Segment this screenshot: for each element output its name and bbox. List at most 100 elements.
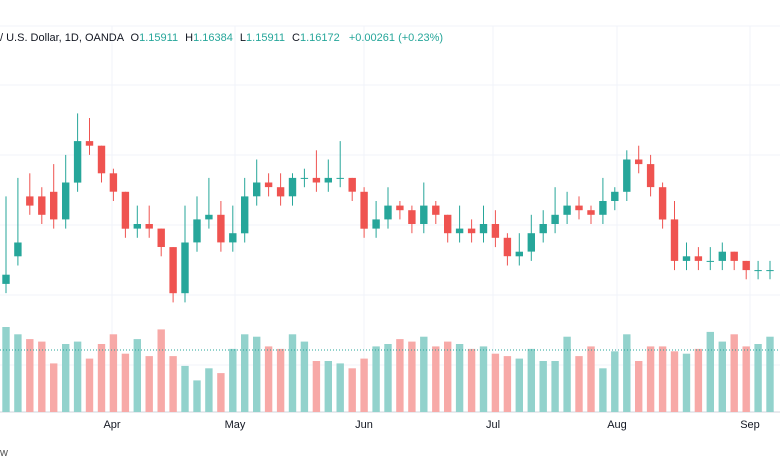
candle-body — [420, 205, 428, 224]
candle-body — [432, 205, 440, 215]
candle-body — [121, 191, 130, 229]
candle-body — [133, 224, 141, 229]
candle-body — [288, 177, 297, 197]
candle-body — [2, 274, 10, 284]
volume-bar — [241, 334, 249, 412]
candle-body — [515, 251, 523, 257]
volume-bar — [539, 361, 547, 412]
candle-body — [205, 214, 213, 220]
volume-bar — [515, 358, 523, 412]
volume-bar — [682, 353, 691, 412]
candle-body — [527, 233, 535, 252]
candle-body — [348, 177, 356, 192]
candle-body — [503, 237, 512, 257]
candle-body — [658, 187, 667, 220]
candle-body — [300, 177, 309, 179]
candle-body — [766, 270, 774, 272]
volume-bar — [658, 346, 667, 412]
candle-body — [360, 191, 368, 229]
volume-bar — [50, 363, 58, 412]
volume-bar — [312, 361, 321, 412]
candle-body — [491, 224, 500, 238]
candle-body — [694, 256, 703, 261]
candle-body — [611, 191, 619, 201]
volume-bar — [264, 346, 273, 412]
candle-body — [408, 210, 416, 224]
volume-bar — [97, 344, 106, 412]
x-tick-label: Jun — [355, 419, 373, 431]
volume-bar — [396, 339, 404, 412]
volume-bar — [229, 348, 237, 412]
volume-bar — [432, 346, 440, 412]
volume-bar — [730, 334, 738, 412]
volume-bar — [276, 348, 285, 412]
candle-body — [38, 196, 46, 215]
volume-bar — [646, 346, 655, 412]
volume-bar — [479, 346, 488, 412]
volume-bar — [14, 334, 22, 412]
x-tick-label: Jul — [486, 419, 500, 431]
candle-body — [324, 177, 332, 183]
volume-bar — [62, 344, 70, 412]
volume-bar — [300, 341, 309, 412]
volume-bar — [324, 361, 332, 412]
volume-bar — [169, 356, 177, 412]
volume-bar — [384, 344, 392, 412]
candle-body — [384, 205, 392, 220]
x-axis: Apr May Jun Jul Aug Sep — [103, 419, 759, 431]
candle-body — [276, 187, 285, 197]
candle-body — [181, 242, 189, 294]
volume-bar — [2, 327, 10, 412]
open-label: O — [130, 32, 140, 44]
candle-body — [563, 205, 571, 215]
low-value: 1.15911 — [246, 32, 285, 44]
candle-body — [145, 224, 153, 229]
volume-bar — [336, 363, 344, 412]
candle-body — [754, 270, 762, 272]
volume-bar — [599, 368, 607, 412]
open-value: 1.15911 — [139, 32, 179, 44]
x-tick-label: May — [225, 419, 246, 431]
candle-layer — [2, 113, 774, 303]
candle-body — [646, 164, 655, 188]
volume-bar — [205, 368, 213, 412]
volume-bar — [73, 341, 82, 412]
candle-body — [372, 219, 380, 229]
volume-bar — [635, 361, 643, 412]
candle-body — [635, 159, 643, 165]
candle-body — [444, 214, 452, 234]
candle-body — [599, 201, 607, 215]
candle-body — [396, 205, 404, 211]
volume-bar — [587, 346, 595, 412]
candle-body — [479, 224, 488, 234]
candle-body — [312, 177, 321, 183]
volume-bar — [575, 356, 583, 412]
candle-body — [169, 247, 177, 294]
high-label: H — [185, 32, 194, 44]
candle-body — [623, 159, 631, 192]
close-value: 1.16172 — [300, 32, 340, 44]
change-value: +0.00261 (+0.23%) — [348, 32, 444, 44]
candle-body — [241, 196, 249, 234]
volume-layer — [2, 327, 774, 412]
volume-bar — [348, 368, 356, 412]
volume-bar — [551, 361, 559, 412]
volume-bar — [133, 339, 141, 412]
candle-body — [73, 141, 82, 183]
volume-bar — [109, 334, 118, 412]
volume-bar — [26, 339, 34, 412]
candle-body — [730, 251, 738, 261]
close-label: C — [292, 32, 300, 44]
candle-body — [742, 260, 750, 271]
volume-bar — [491, 353, 500, 412]
volume-bar — [742, 346, 750, 412]
candle-body — [26, 196, 34, 206]
candle-body — [718, 251, 726, 261]
candle-body — [193, 219, 201, 243]
volume-bar — [38, 341, 46, 412]
candle-body — [62, 182, 70, 220]
volume-bar — [754, 344, 762, 412]
volume-bar — [694, 348, 703, 412]
candle-body — [97, 145, 106, 174]
